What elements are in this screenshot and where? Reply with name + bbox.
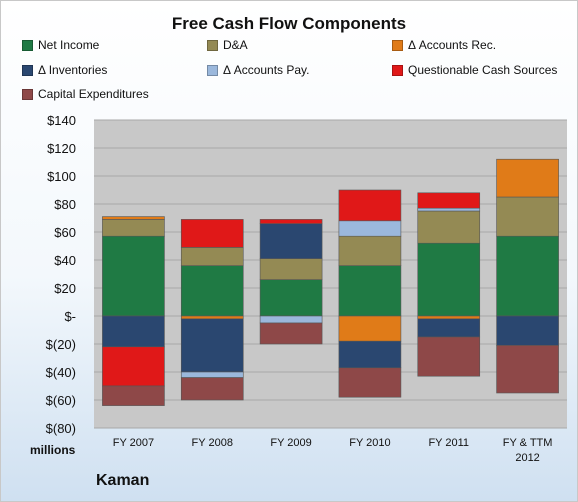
bar-segment-capital-expenditures bbox=[180, 377, 244, 401]
bar-segment-accounts-pay bbox=[259, 315, 323, 324]
legend-label: Questionable Cash Sources bbox=[408, 63, 558, 77]
units-label: millions bbox=[30, 443, 76, 457]
bar-segment-d-a bbox=[417, 210, 481, 244]
legend-swatch-accounts-pay bbox=[207, 64, 218, 76]
legend-item-accounts-rec: Δ Accounts Rec. bbox=[392, 38, 496, 52]
x-tick-label: FY 2007 bbox=[113, 437, 154, 449]
bar-segment-questionable-cash-sources bbox=[102, 346, 165, 387]
bar-segment-net-income bbox=[496, 235, 559, 317]
legend-label: Capital Expenditures bbox=[38, 87, 149, 101]
x-tick-label: FY 2010 bbox=[349, 437, 390, 449]
bar-segment-questionable-cash-sources bbox=[259, 219, 323, 224]
y-tick-label: $- bbox=[64, 309, 76, 324]
bar-segment-capital-expenditures bbox=[259, 322, 323, 345]
bar-segment-inventories bbox=[259, 223, 323, 259]
chart-title: Free Cash Flow Components bbox=[171, 14, 407, 33]
bar-segment-d-a bbox=[496, 196, 559, 237]
bar-segment-accounts-rec bbox=[417, 315, 481, 320]
bar-segment-accounts-pay bbox=[180, 371, 244, 378]
x-axis-ticks: FY 2007 FY 2008 FY 2009 FY 2010 FY 2011 FY & … bbox=[113, 437, 553, 464]
bar-segment-d-a bbox=[259, 258, 323, 280]
y-axis-ticks: $(80) $(60) $(40) $(20) $- $20 $40 $60 $80 $100 $1… bbox=[46, 113, 76, 436]
legend-swatch-capital-expenditures bbox=[22, 88, 33, 100]
bar-segment-inventories bbox=[338, 340, 402, 369]
legend-label: D&A bbox=[223, 38, 248, 52]
legend-item-net-income: Net Income bbox=[22, 38, 99, 52]
bar-segment-inventories bbox=[102, 315, 165, 348]
bar-segment-d-a bbox=[102, 219, 165, 237]
bar-segment-net-income bbox=[259, 279, 323, 317]
legend-item-questionable-cash-sources: Questionable Cash Sources bbox=[392, 63, 557, 77]
legend-label: Δ Inventories bbox=[38, 63, 108, 77]
bar-segment-inventories bbox=[417, 318, 481, 338]
legend-item-inventories: Δ Inventories bbox=[22, 63, 107, 77]
bar-segment-accounts-rec bbox=[102, 216, 165, 220]
y-tick-label: $140 bbox=[47, 113, 76, 128]
bar-segment-accounts-rec bbox=[338, 315, 402, 342]
bar-segment-inventories bbox=[496, 315, 559, 346]
legend-label: Δ Accounts Rec. bbox=[408, 38, 497, 52]
legend-swatch-d-and-a bbox=[207, 39, 218, 51]
bar-segment-accounts-rec bbox=[180, 315, 244, 320]
y-tick-label: $100 bbox=[47, 169, 76, 184]
bar-segment-inventories bbox=[180, 318, 244, 373]
bar-segment-accounts-rec bbox=[496, 158, 559, 198]
y-tick-label: $(20) bbox=[46, 337, 76, 352]
bar-segment-capital-expenditures bbox=[102, 385, 165, 406]
x-tick-label: FY 2011 bbox=[428, 437, 469, 449]
legend-swatch-net-income bbox=[22, 39, 33, 51]
gridlines bbox=[94, 119, 567, 429]
legend-swatch-inventories bbox=[22, 64, 33, 76]
y-tick-label: $(60) bbox=[46, 393, 76, 408]
legend-label: Δ Accounts Pay. bbox=[223, 63, 310, 77]
legend-item-capital-expenditures: Capital Expenditures bbox=[22, 87, 149, 101]
bar-segment-d-a bbox=[180, 247, 244, 266]
y-tick-label: $(40) bbox=[46, 365, 76, 380]
legend-item-d-and-a: D&A bbox=[207, 38, 248, 52]
bar-segment-questionable-cash-sources bbox=[338, 189, 402, 222]
y-tick-label: $80 bbox=[54, 197, 76, 212]
bar-segment-questionable-cash-sources bbox=[417, 192, 481, 209]
legend-swatch-accounts-rec bbox=[392, 39, 403, 51]
legend-swatch-questionable-cash-sources bbox=[392, 64, 403, 76]
x-tick-label: FY 2009 bbox=[270, 437, 311, 449]
x-tick-label: FY 2008 bbox=[192, 437, 233, 449]
bar-segment-net-income bbox=[417, 242, 481, 317]
bar-segment-questionable-cash-sources bbox=[180, 219, 244, 248]
y-tick-label: $120 bbox=[47, 141, 76, 156]
x-tick-label: FY & TTM 2012 bbox=[503, 437, 553, 464]
company-label: Kaman bbox=[96, 472, 150, 489]
bars bbox=[102, 158, 559, 406]
bar-segment-net-income bbox=[180, 265, 244, 317]
bar-segment-accounts-pay bbox=[338, 220, 402, 237]
bar-segment-d-a bbox=[338, 235, 402, 266]
bar-segment-net-income bbox=[338, 265, 402, 317]
y-tick-label: $40 bbox=[54, 253, 76, 268]
legend-label: Net Income bbox=[38, 38, 100, 52]
bar-segment-net-income bbox=[102, 235, 165, 317]
bar-segment-accounts-pay bbox=[417, 207, 481, 212]
legend-item-accounts-pay: Δ Accounts Pay. bbox=[207, 63, 310, 77]
bar-segment-capital-expenditures bbox=[496, 345, 559, 394]
plot-area bbox=[94, 120, 567, 428]
y-tick-label: $(80) bbox=[46, 421, 76, 436]
bar-segment-capital-expenditures bbox=[417, 336, 481, 377]
bar-segment-capital-expenditures bbox=[338, 367, 402, 398]
y-tick-label: $60 bbox=[54, 225, 76, 240]
y-tick-label: $20 bbox=[54, 281, 76, 296]
